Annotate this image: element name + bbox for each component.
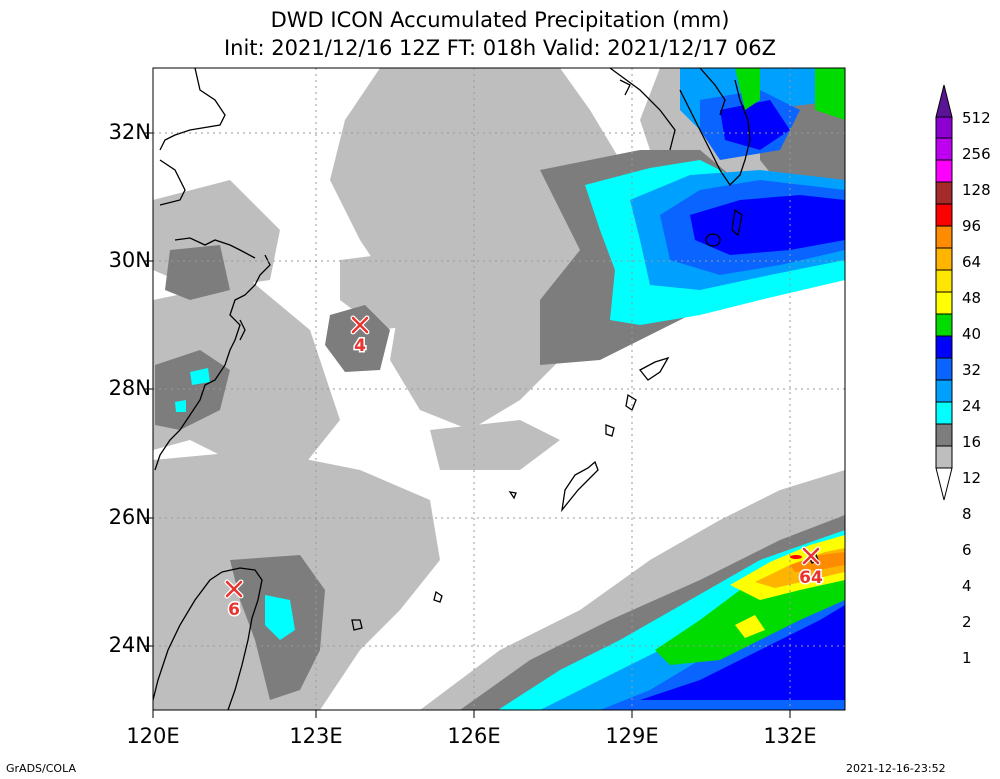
y-tick-label: 28N xyxy=(108,376,151,400)
colorbar-label: 32 xyxy=(962,361,982,379)
x-tick-label: 126E xyxy=(447,724,501,748)
x-tick-label: 129E xyxy=(605,724,659,748)
x-tick-label: 120E xyxy=(126,724,180,748)
colorbar-label: 1 xyxy=(962,649,972,667)
colorbar-label: 8 xyxy=(962,505,972,523)
colorbar-label: 40 xyxy=(962,325,982,343)
axis-ticks xyxy=(145,132,791,718)
colorbar-label: 48 xyxy=(962,289,982,307)
y-tick-label: 26N xyxy=(108,505,151,529)
x-tick-label: 132E xyxy=(763,724,817,748)
precip-band-12-16mm xyxy=(640,100,845,700)
colorbar-label: 128 xyxy=(962,181,991,199)
y-tick-label: 32N xyxy=(108,120,151,144)
colorbar-top-arrow xyxy=(935,84,953,118)
colorbar-bottom-arrow xyxy=(935,467,953,501)
colorbar-label: 512 xyxy=(962,109,991,127)
max-marker-value: 6 xyxy=(228,600,240,620)
colorbar-label: 24 xyxy=(962,397,982,415)
chart-title: DWD ICON Accumulated Precipitation (mm) xyxy=(270,8,730,32)
footer-timestamp: 2021-12-16-23:52 xyxy=(846,762,946,775)
x-tick-label: 123E xyxy=(289,724,343,748)
colorbar-label: 64 xyxy=(962,253,982,271)
y-tick-label: 30N xyxy=(108,248,151,272)
chart-subtitle: Init: 2021/12/16 12Z FT: 018h Valid: 202… xyxy=(223,36,777,60)
colorbar-label: 96 xyxy=(962,217,982,235)
max-marker-value: 4 xyxy=(354,336,366,356)
colorbar-label: 12 xyxy=(962,469,982,487)
max-marker-value: 64 xyxy=(799,568,823,588)
colorbar-label: 4 xyxy=(962,577,972,595)
colorbar xyxy=(935,84,953,501)
max-marker-3: 64 xyxy=(798,546,824,590)
y-tick-label: 24N xyxy=(108,633,151,657)
grid-lines xyxy=(153,68,845,710)
colorbar-label: 2 xyxy=(962,613,972,631)
max-marker-2: 6 xyxy=(224,579,244,622)
footer-credit: GrADS/COLA xyxy=(6,762,76,775)
colorbar-label: 6 xyxy=(962,541,972,559)
max-marker-1: 4 xyxy=(350,315,370,358)
colorbar-label: 16 xyxy=(962,433,982,451)
colorbar-label: 256 xyxy=(962,145,991,163)
precip-max-spot xyxy=(790,555,802,559)
